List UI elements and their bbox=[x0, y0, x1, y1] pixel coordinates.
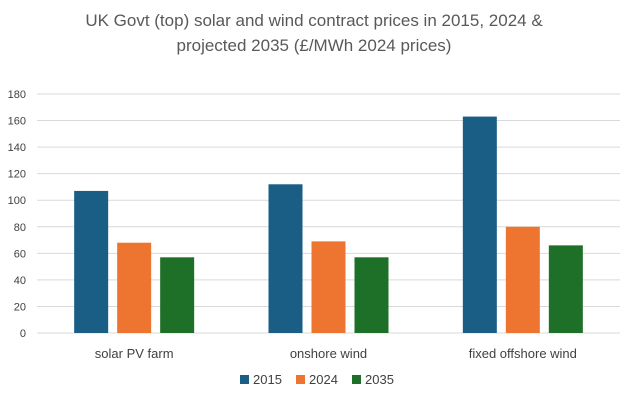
y-tick-label: 0 bbox=[20, 328, 26, 340]
x-axis-categories: solar PV farm onshore wind fixed offshore … bbox=[95, 346, 577, 361]
bar-2024-0 bbox=[117, 242, 152, 333]
y-axis-ticks: 0 20 40 60 80 100 120 140 160 180 bbox=[8, 89, 26, 340]
legend-swatch-2024 bbox=[296, 375, 305, 384]
y-tick-label: 120 bbox=[8, 169, 26, 181]
chart-title-line-1: UK Govt (top) solar and wind contract pr… bbox=[85, 11, 543, 30]
category-label: fixed offshore wind bbox=[469, 346, 577, 361]
y-tick-label: 60 bbox=[14, 248, 26, 260]
category-label: solar PV farm bbox=[95, 346, 174, 361]
bar-2035-2 bbox=[548, 245, 583, 333]
legend: 2015 2024 2035 bbox=[240, 372, 394, 387]
y-tick-label: 20 bbox=[14, 301, 26, 313]
legend-label: 2024 bbox=[309, 372, 338, 387]
y-tick-label: 40 bbox=[14, 275, 26, 287]
y-tick-label: 100 bbox=[8, 195, 26, 207]
category-label: onshore wind bbox=[290, 346, 367, 361]
legend-label: 2015 bbox=[253, 372, 282, 387]
y-tick-label: 180 bbox=[8, 89, 26, 101]
legend-swatch-2015 bbox=[240, 375, 249, 384]
legend-swatch-2035 bbox=[352, 375, 361, 384]
bar-2015-0 bbox=[74, 190, 109, 333]
bar-2024-2 bbox=[505, 226, 540, 333]
bar-2015-1 bbox=[268, 184, 303, 333]
chart-title-line-2: projected 2035 (£/MWh 2024 prices) bbox=[177, 36, 452, 55]
legend-label: 2035 bbox=[365, 372, 394, 387]
y-tick-label: 140 bbox=[8, 142, 26, 154]
bars bbox=[74, 116, 583, 333]
bar-2024-1 bbox=[311, 241, 346, 333]
bar-2035-1 bbox=[354, 257, 389, 333]
y-tick-label: 160 bbox=[8, 116, 26, 128]
bar-2035-0 bbox=[160, 257, 195, 333]
y-tick-label: 80 bbox=[14, 222, 26, 234]
bar-2015-2 bbox=[462, 116, 497, 333]
